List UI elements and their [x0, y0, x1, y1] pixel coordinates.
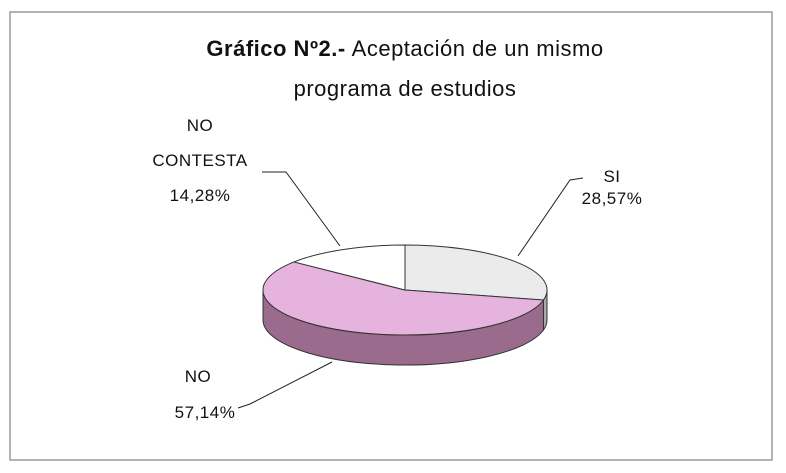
title-line: programa de estudios	[294, 76, 517, 101]
slice-top	[292, 244, 406, 291]
value-label: 28,57%	[582, 189, 643, 208]
pie-slice	[404, 244, 548, 332]
leader-line	[262, 171, 341, 247]
leader-line	[517, 177, 584, 257]
slice-top	[404, 244, 548, 301]
category-label-line: NO	[187, 116, 214, 135]
category-label-line: CONTESTA	[152, 151, 247, 170]
category-label: SI	[603, 167, 620, 186]
slice-top	[262, 261, 545, 336]
chart-frame	[9, 11, 773, 461]
pie-slice	[262, 261, 545, 366]
category-label: NO	[185, 367, 212, 386]
title-prefix: Gráfico Nº2.-	[206, 36, 345, 61]
chart-title: Gráfico Nº2.- Aceptación de un mismo	[206, 36, 603, 61]
title-line: Aceptación de un mismo	[352, 36, 604, 61]
value-label: 57,14%	[175, 403, 236, 422]
leader-line	[237, 361, 333, 409]
category-label: NO CONTESTA	[152, 116, 247, 170]
pie-slice	[292, 244, 406, 291]
value-label: 14,28%	[170, 186, 231, 205]
